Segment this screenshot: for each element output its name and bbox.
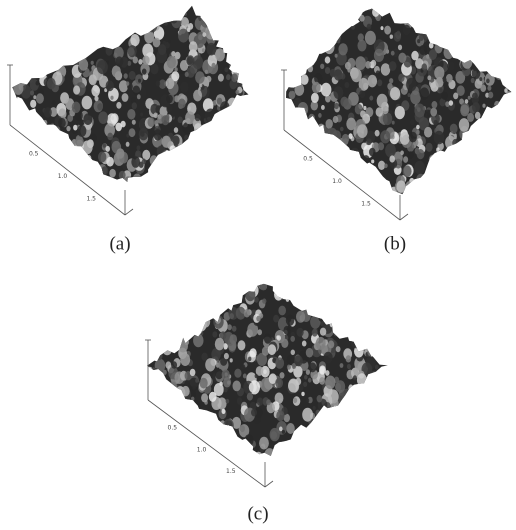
axis-tick-label: 1.5 <box>86 196 96 203</box>
axis-tick-label: 1.0 <box>58 173 68 180</box>
panel-caption: (b) <box>384 233 406 254</box>
panel-caption: (a) <box>109 233 130 254</box>
axis-tick-label: 0.5 <box>29 151 39 158</box>
figure: 0.5 1.0 1.5 (a) 0.5 1.0 1.5 (b) 0.5 1.0 1.5 (c) <box>0 0 516 530</box>
axis-tick-label: 1.5 <box>361 201 371 208</box>
axis-tick-label: 0.5 <box>168 425 178 432</box>
y-axis-base <box>400 214 408 220</box>
y-axis-base <box>265 481 273 487</box>
axis-tick-label: 0.5 <box>303 156 313 163</box>
surface-panel: 0.5 1.0 1.5 (a) <box>7 0 249 254</box>
surface <box>12 6 248 182</box>
axis-tick-label: 1.5 <box>226 468 236 475</box>
axis-tick-label: 1.0 <box>197 446 207 453</box>
y-axis-base <box>125 209 133 215</box>
surface-panel: 0.5 1.0 1.5 (b) <box>280 0 514 254</box>
surface-panel: 0.5 1.0 1.5 (c) <box>143 273 389 524</box>
panel-caption: (c) <box>247 503 268 524</box>
axis-tick-label: 1.0 <box>332 178 342 185</box>
